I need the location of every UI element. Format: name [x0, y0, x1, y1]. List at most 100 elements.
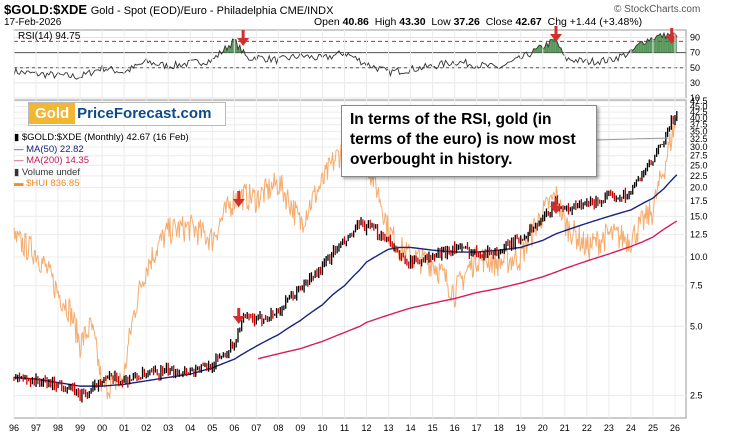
rsi-overbought-fill [546, 42, 549, 53]
x-tick-label: 05 [207, 423, 217, 433]
price-arrow-2020-peak-head [550, 206, 563, 214]
x-tick-label: 02 [141, 423, 151, 433]
close-value: 42.67 [515, 16, 542, 28]
chg-label: Chg [547, 16, 567, 28]
rsi-frame [13, 29, 687, 99]
x-tick-label: 23 [604, 423, 614, 433]
rsi-overbought-fill [636, 44, 639, 53]
x-tick-label: 09 [295, 423, 305, 433]
y-tick-label: 15.0 [690, 211, 708, 221]
y-tick-label: 20.0 [690, 183, 708, 193]
x-tick-label: 98 [53, 423, 63, 433]
rsi-overbought-fill [557, 42, 560, 53]
watermark: © StockCharts.com [614, 4, 701, 15]
x-tick-label: 11 [340, 423, 349, 433]
y-tick-label: 47.5 [690, 96, 708, 106]
rsi-overbought-fill [533, 48, 536, 53]
y-tick-label: 25.0 [690, 160, 708, 170]
legend-main-label: $GOLD:$XDE (Monthly) 42.67 (16 Feb) [21, 132, 189, 143]
y-tick-label: 30.0 [690, 142, 708, 152]
rsi-overbought-fill [640, 41, 642, 53]
x-tick-label: 01 [119, 423, 129, 433]
x-tick-label: 97 [31, 423, 41, 433]
x-tick-label: 13 [384, 423, 394, 433]
callout-pointer [596, 137, 669, 141]
rsi-arrow-2006-head [237, 38, 250, 46]
x-tick-label: 03 [163, 423, 173, 433]
rsi-arrow-2020-head [550, 34, 563, 42]
rsi-overbought-fill [647, 38, 650, 53]
goldpriceforecast-logo: Gold PriceForecast.com [28, 102, 226, 126]
x-tick-label: 08 [273, 423, 283, 433]
y-tick-label: 17.5 [690, 196, 708, 206]
x-tick-label: 21 [560, 423, 570, 433]
open-label: Open [314, 16, 340, 28]
x-tick-label: 06 [229, 423, 239, 433]
rsi-overbought-fill [551, 39, 554, 53]
x-tick-label: 99 [75, 423, 85, 433]
y-tick-label: 35.0 [690, 127, 708, 137]
rsi-panel: 90 70 50 30 10 [13, 26, 700, 103]
price-arrow-2006-lower-head [232, 316, 245, 324]
x-tick-label: 04 [185, 423, 195, 433]
y-tick-label: 37.5 [690, 120, 708, 130]
y-tick-label: 12.5 [690, 230, 708, 240]
x-tick-label: 00 [97, 423, 107, 433]
x-tick-label: 25 [648, 423, 658, 433]
logo-text: PriceForecast.com [77, 105, 212, 122]
rsi-overbought-fill [634, 45, 637, 53]
logo-gold: Gold [29, 103, 76, 124]
legend-volume: ▮ Volume undef [14, 166, 80, 178]
x-tick-label: 18 [494, 423, 504, 433]
x-tick-label: 26 [670, 423, 680, 433]
y-tick-label: 7.5 [690, 281, 703, 291]
legend-hui: ▬ $HUI 836.85 [14, 178, 80, 189]
legend-ma200: — MA(200) 14.35 [14, 155, 89, 166]
rsi-overbought-fill [656, 35, 659, 53]
rsi-tick-label: 30 [690, 78, 700, 88]
rsi-tick-label: 70 [690, 48, 700, 58]
y-tick-label: 27.5 [690, 151, 708, 161]
chart-legend: ▮ $GOLD:$XDE (Monthly) 42.67 (16 Feb) — … [14, 132, 189, 190]
ma200-line [258, 220, 678, 360]
ohlc-readout: Open 40.86 High 43.30 Low 37.26 Close 42… [314, 16, 642, 28]
rsi-overbought-fill [537, 45, 540, 53]
x-tick-label: 20 [538, 423, 548, 433]
x-tick-label: 12 [362, 423, 372, 433]
y-tick-label: 32.5 [690, 134, 708, 144]
y-tick-label: 5.0 [690, 321, 703, 331]
legend-ma200-label: MA(200) 14.35 [26, 155, 89, 166]
open-value: 40.86 [342, 16, 369, 28]
legend-hui-label: $HUI 836.85 [26, 178, 80, 189]
x-tick-label: 10 [317, 423, 327, 433]
rsi-overbought-fill [645, 38, 648, 53]
y-tick-label: 22.5 [690, 171, 708, 181]
y-tick-label: 2.5 [690, 391, 703, 401]
low-label: Low [431, 16, 451, 28]
rsi-overbought-fill [539, 45, 541, 53]
high-label: High [374, 16, 397, 28]
x-tick-label: 14 [406, 423, 416, 433]
rsi-overbought-fill [662, 33, 664, 53]
rsi-overbought-fill [643, 44, 646, 53]
y-tick-label: 10.0 [690, 252, 708, 262]
chart-title: $GOLD:$XDE Gold - Spot (EOD)/Euro - Phil… [4, 2, 333, 17]
x-tick-label: 15 [428, 423, 438, 433]
x-tick-label: 24 [626, 423, 636, 433]
chart-date: 17-Feb-2026 [4, 17, 62, 28]
annotation-callout: In terms of the RSI, gold (in terms of t… [341, 105, 597, 177]
rsi-overbought-fill [658, 33, 661, 53]
symbol-description: Gold - Spot (EOD)/Euro - Philadelphia CM… [90, 5, 334, 17]
rsi-overbought-fill [559, 47, 562, 53]
rsi-overbought-fill [654, 35, 657, 53]
low-value: 37.26 [453, 16, 480, 28]
legend-ma50: — MA(50) 22.82 [14, 143, 84, 155]
rsi-overbought-fill [660, 33, 663, 53]
legend-ma50-label: MA(50) 22.82 [26, 143, 84, 155]
rsi-overbought-fill [638, 42, 641, 53]
ma50-line [13, 174, 678, 387]
close-label: Close [485, 16, 513, 28]
legend-main: ▮ $GOLD:$XDE (Monthly) 42.67 (16 Feb) [14, 132, 189, 143]
x-tick-label: 16 [450, 423, 460, 433]
